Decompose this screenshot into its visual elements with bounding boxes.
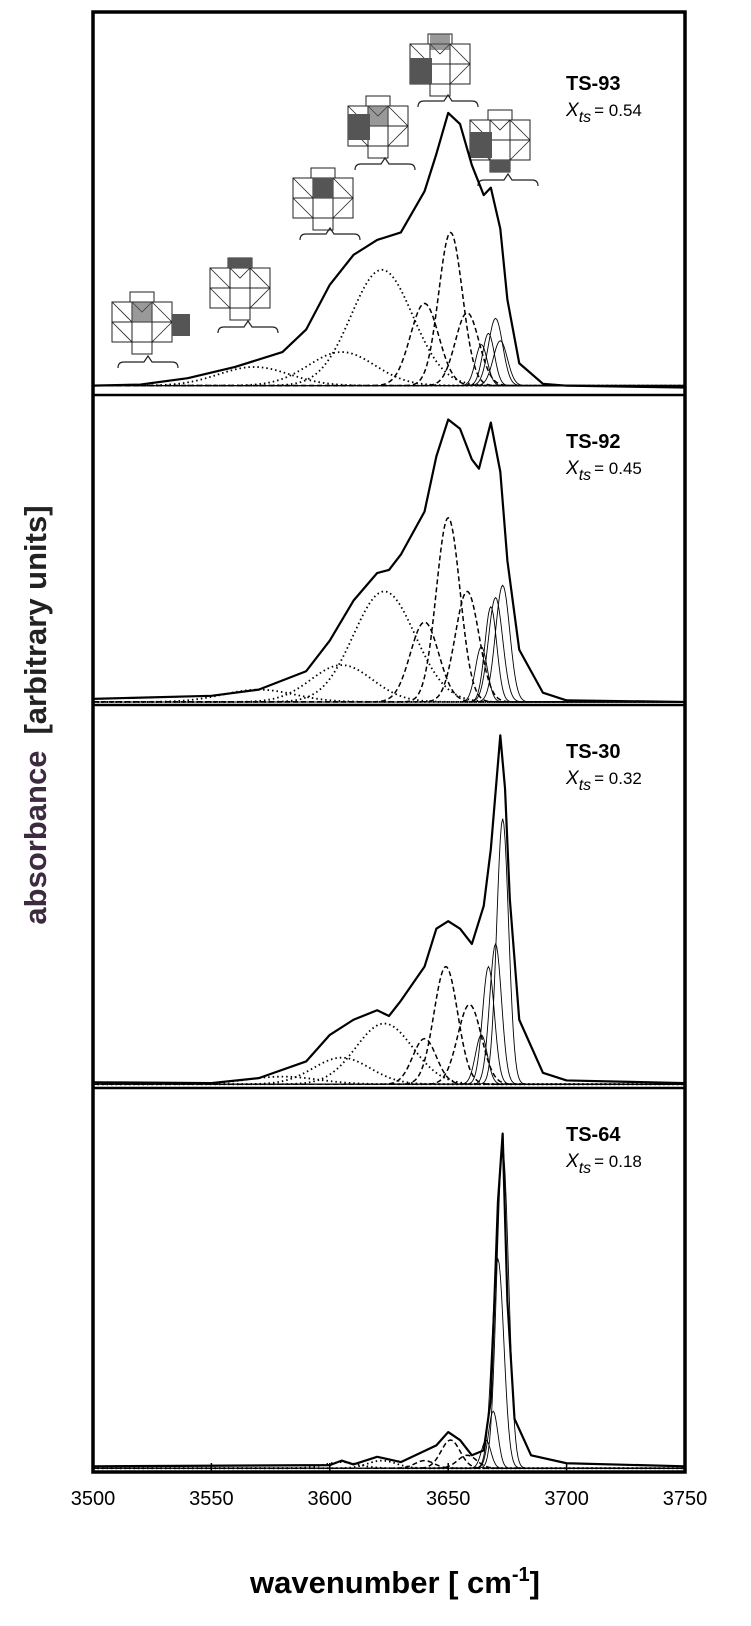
spectrum — [93, 1132, 685, 1468]
annotation-symbol: X — [565, 458, 580, 479]
annotation-subscript: ts — [579, 467, 591, 484]
x-label-end: ] — [530, 1565, 540, 1600]
sample-label: TS-92 — [566, 431, 620, 453]
y-label-main: absorbance — [18, 751, 53, 925]
annotation: Xts = 0.18 — [565, 1151, 642, 1177]
component-peak — [93, 1034, 685, 1085]
component-peak — [93, 596, 685, 703]
annotation-subscript: ts — [579, 777, 591, 794]
component-peak — [93, 818, 685, 1085]
component-peak — [93, 1148, 685, 1469]
component-peak — [93, 1037, 685, 1085]
component-peak — [93, 590, 685, 703]
panel — [93, 1132, 685, 1470]
annotation-subscript: ts — [579, 1160, 591, 1177]
component-peak — [93, 965, 685, 1085]
panel — [93, 111, 685, 389]
sample-label: TS-93 — [566, 73, 620, 95]
x-tick-label: 3750 — [663, 1488, 708, 1510]
y-label-end: [arbitrary units] — [18, 505, 53, 734]
x-tick-label: 3650 — [426, 1488, 471, 1510]
plot-frame — [91, 10, 687, 1474]
annotation-text: = 0.54 — [594, 101, 642, 120]
annotation: Xts = 0.32 — [565, 768, 642, 794]
component-peak — [93, 584, 685, 703]
structure-icons — [111, 33, 539, 369]
y-axis-label: absorbance [arbitrary units] — [18, 505, 53, 924]
component-peak — [93, 1257, 685, 1469]
annotation-symbol: X — [565, 100, 580, 121]
annotation: Xts = 0.54 — [565, 100, 642, 126]
component-peak — [93, 646, 685, 703]
component-peak — [93, 332, 685, 387]
panel — [93, 734, 685, 1086]
component-peak — [93, 351, 685, 387]
panel — [93, 418, 685, 704]
spectrum — [93, 111, 685, 389]
x-tick-label: 3500 — [71, 1488, 116, 1510]
component-peak — [93, 965, 685, 1085]
component-peak — [93, 605, 685, 703]
sample-label: TS-64 — [566, 1124, 621, 1146]
x-label-sup: -1 — [512, 1564, 530, 1586]
component-peak — [93, 231, 685, 387]
x-label-main: wavenumber [ cm — [249, 1565, 512, 1600]
spectrum — [93, 418, 685, 704]
spectrum — [93, 734, 685, 1085]
annotation-subscript: ts — [579, 109, 591, 126]
x-axis-label: wavenumber [ cm-1] — [249, 1564, 540, 1600]
annotation-symbol: X — [565, 1151, 580, 1172]
x-tick-label: 3600 — [308, 1488, 353, 1510]
annotation-text: = 0.18 — [594, 1152, 642, 1171]
x-tick-label: 3550 — [189, 1488, 234, 1510]
component-peak — [93, 516, 685, 703]
annotation-text: = 0.32 — [594, 769, 642, 788]
annotation-symbol: X — [565, 768, 580, 789]
component-peak — [93, 590, 685, 703]
annotation-text: = 0.45 — [594, 459, 642, 478]
component-peak — [93, 1022, 685, 1086]
x-tick-label: 3700 — [544, 1488, 589, 1510]
sample-label: TS-30 — [566, 741, 620, 763]
annotation: Xts = 0.45 — [565, 458, 642, 484]
component-peak — [93, 942, 685, 1085]
